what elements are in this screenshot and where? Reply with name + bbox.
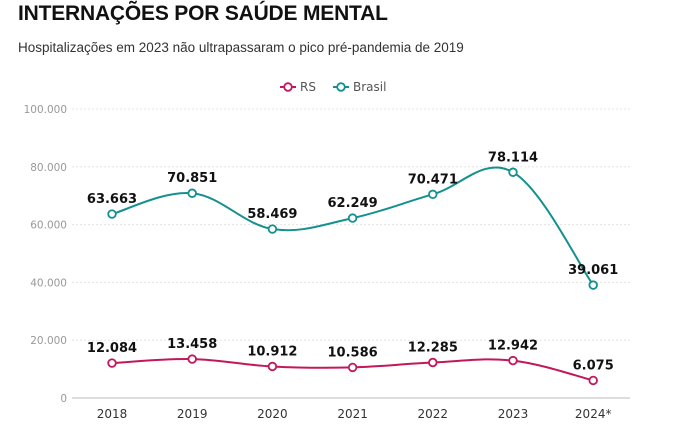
data-label-brasil: 62.249	[328, 196, 378, 211]
data-label-rs: 12.942	[488, 339, 538, 354]
legend-label-rs: RS	[300, 80, 316, 94]
x-tick-label: 2018	[97, 407, 128, 421]
data-point-rs	[588, 375, 598, 386]
x-tick-label: 2023	[498, 407, 529, 421]
data-point-rs	[428, 357, 438, 368]
y-tick-label: 80.000	[30, 162, 67, 174]
data-label-brasil: 39.061	[568, 263, 618, 278]
data-label-brasil: 70.471	[408, 172, 458, 187]
x-tick-label: 2019	[177, 407, 208, 421]
data-point-rs	[508, 355, 518, 366]
legend-label-brasil: Brasil	[353, 80, 386, 94]
data-point-brasil	[428, 189, 438, 200]
legend-marker-brasil	[336, 82, 346, 92]
y-tick-label: 60.000	[30, 220, 67, 232]
data-label-brasil: 63.663	[87, 192, 137, 207]
data-point-rs	[187, 354, 197, 364]
x-tick-label: 2020	[257, 407, 288, 421]
y-tick-label: 100.000	[24, 104, 67, 116]
data-point-rs	[267, 361, 278, 372]
data-point-brasil	[267, 224, 278, 234]
data-point-brasil	[187, 188, 197, 198]
data-point-rs	[107, 358, 117, 368]
data-label-brasil: 70.851	[167, 171, 217, 186]
data-label-brasil: 78.114	[488, 150, 538, 165]
chart-title: INTERNAÇÕES POR SAÚDE MENTAL	[18, 2, 388, 25]
data-label-rs: 13.458	[167, 337, 217, 352]
x-tick-label: 2024*	[575, 407, 612, 421]
y-tick-label: 20.000	[30, 335, 67, 347]
data-point-brasil	[107, 209, 117, 219]
legend-marker-rs	[283, 82, 293, 92]
data-label-rs: 10.912	[247, 344, 297, 359]
data-label-rs: 12.285	[408, 340, 458, 355]
chart-subtitle: Hospitalizações em 2023 não ultrapassara…	[18, 40, 464, 55]
x-tick-label: 2022	[418, 407, 449, 421]
data-label-brasil: 58.469	[247, 207, 297, 222]
data-label-rs: 12.084	[87, 341, 137, 356]
data-label-rs: 6.075	[573, 358, 614, 373]
x-tick-label: 2021	[337, 407, 368, 421]
data-point-brasil	[588, 280, 598, 290]
data-point-brasil	[347, 213, 358, 223]
data-point-brasil	[508, 167, 518, 177]
y-tick-label: 40.000	[30, 277, 67, 289]
y-tick-label: 0	[60, 393, 67, 405]
data-label-rs: 10.586	[328, 345, 378, 360]
data-point-rs	[347, 362, 358, 373]
